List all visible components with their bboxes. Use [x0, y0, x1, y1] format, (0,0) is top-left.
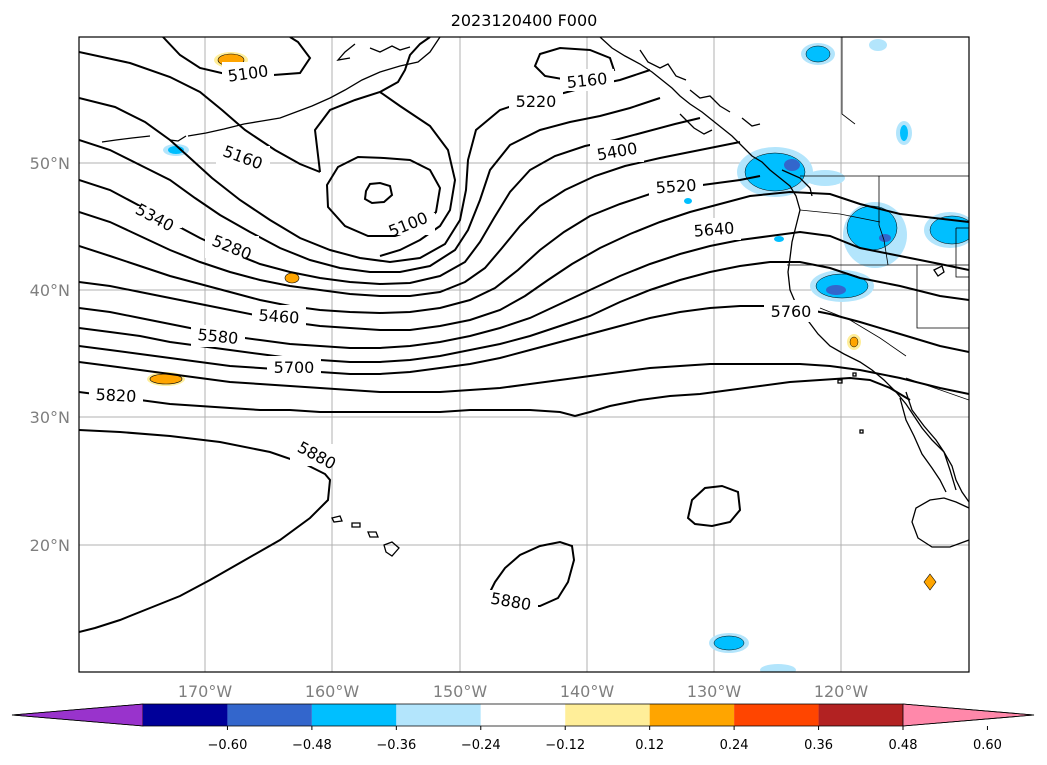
contour-label: 5160: [566, 69, 608, 92]
contour-label: 5760: [771, 302, 812, 321]
colorbar-tick-label: −0.48: [292, 738, 332, 753]
colorbar-tick-label: 0.60: [973, 738, 1002, 753]
colorbar-segment: [143, 704, 228, 726]
lon-label: 150°W: [433, 682, 488, 701]
colorbar-tick-label: −0.36: [376, 738, 416, 753]
colorbar-tick-label: −0.60: [208, 738, 248, 753]
lat-label: 50°N: [30, 154, 70, 173]
lat-label: 40°N: [30, 281, 70, 300]
colorbar-outline: [11, 703, 1035, 727]
colorbar-segment: [649, 704, 735, 726]
colorbar-segment: [818, 704, 903, 726]
contour-label: 5700: [274, 358, 315, 377]
contour-label: 5640: [693, 218, 735, 240]
coastlines: [101, 37, 969, 557]
colorbar-extend-low: [11, 703, 144, 727]
contour-label: 5580: [197, 325, 239, 348]
colorbar-tick-label: 0.36: [804, 738, 833, 753]
contour-label: 5220: [516, 92, 557, 111]
colorbar-segment: [565, 704, 650, 726]
map-title: 2023120400 F000: [451, 11, 598, 30]
colorbar-tick-label: 0.48: [889, 738, 918, 753]
lon-label: 130°W: [687, 682, 742, 701]
colorbar-segment: [227, 704, 312, 726]
latitude-labels: 50°N 40°N 30°N 20°N: [30, 154, 70, 555]
lon-label: 120°W: [814, 682, 869, 701]
lon-label: 160°W: [305, 682, 360, 701]
contour-label: 5520: [655, 176, 697, 198]
colorbar-tick-label: 0.24: [720, 738, 749, 753]
colorbar-extend-high: [902, 703, 1035, 727]
colorbar-segment: [396, 704, 481, 726]
lat-label: 20°N: [30, 536, 70, 555]
colorbar-segment: [734, 704, 819, 726]
contour-label: 5460: [258, 306, 300, 328]
map-frame: [78, 36, 970, 673]
colorbar-segment: [311, 704, 397, 726]
longitude-labels: 170°W 160°W 150°W 140°W 130°W 120°W: [178, 682, 869, 701]
contour-label: 5820: [95, 385, 137, 406]
gridlines: [79, 37, 969, 672]
colorbar: −0.60 −0.48 −0.36 −0.24 −0.12 0.12 0.24 0.36 0.4…: [11, 703, 1035, 753]
map-area: [79, 37, 969, 672]
lon-label: 170°W: [178, 682, 233, 701]
colorbar-tick-label: 0.12: [635, 738, 664, 753]
colorbar-segment: [480, 704, 566, 726]
colorbar-tick-label: −0.24: [461, 738, 501, 753]
lon-label: 140°W: [560, 682, 615, 701]
lat-label: 30°N: [30, 408, 70, 427]
colorbar-tick-label: −0.12: [545, 738, 585, 753]
